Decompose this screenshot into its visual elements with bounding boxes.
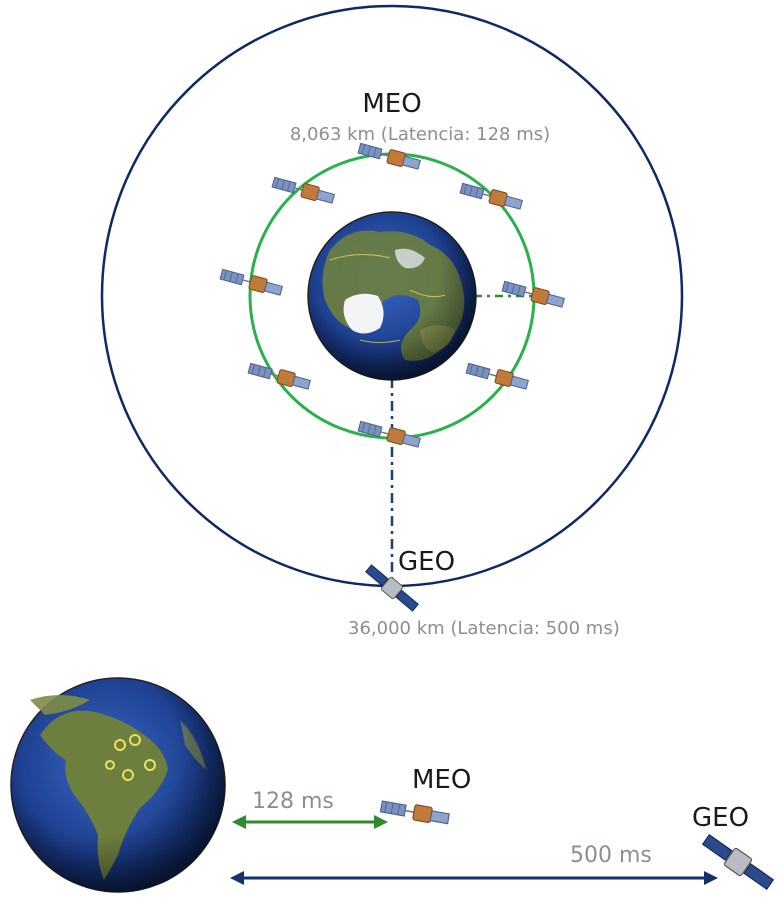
meo-orbit-detail: 8,063 km (Latencia: 128 ms) — [290, 124, 550, 145]
meo-latency-arrow — [232, 815, 388, 829]
satellite-icon — [270, 174, 336, 206]
meo-comparison-title: MEO — [412, 765, 471, 795]
meo-orbit-title: MEO — [362, 89, 421, 119]
satellite-icon — [356, 418, 422, 450]
satellite-icon — [464, 360, 530, 392]
satellite-icon — [458, 180, 524, 212]
meo-latency-label: 128 ms — [252, 789, 334, 814]
satellite-icon — [246, 360, 312, 392]
satellite-icon — [699, 830, 777, 894]
geo-latency-label: 500 ms — [570, 843, 652, 868]
geo-latency-arrow — [230, 871, 718, 885]
earth-north-pole-icon — [307, 211, 477, 381]
geo-orbit-title: GEO — [398, 547, 455, 577]
earth-south-america-icon — [10, 677, 226, 893]
geo-comparison-title: GEO — [692, 803, 749, 833]
geo-orbit-detail: 36,000 km (Latencia: 500 ms) — [348, 618, 620, 639]
satellite-icon — [379, 798, 451, 827]
